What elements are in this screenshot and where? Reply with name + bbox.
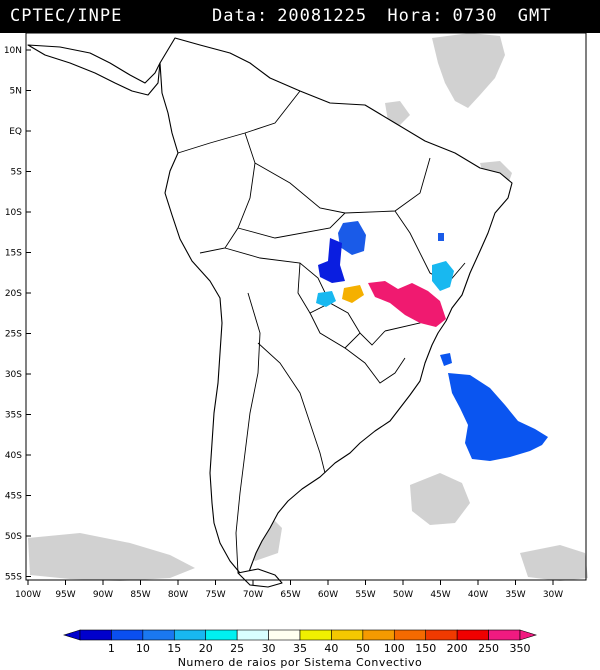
legend-swatch [362,629,395,641]
tierra-del-fuego [237,568,283,588]
legend-tick-label: 40 [324,642,338,655]
storm-bolivia-west [318,238,345,283]
continent-outline [27,37,513,588]
lightning-map: 10N5NEQ5S10S15S20S25S30S35S40S45S50S55S … [4,33,588,600]
lon-label: 55W [355,590,375,600]
legend-swatch [456,629,489,641]
legend-swatch [173,629,207,641]
legend-swatch [393,629,427,641]
storm-paraguay [342,285,364,303]
storm-mato-grosso [338,221,366,255]
lat-label: 25S [5,330,22,340]
lon-label: 90W [93,590,113,600]
lon-label: 80W [168,590,188,600]
legend-swatch [268,629,301,641]
lat-label: 35S [5,411,22,421]
legend-tick-label: 250 [478,642,499,655]
map-frame [25,33,587,581]
lon-label: 35W [505,590,525,600]
legend-swatch [488,629,521,641]
legend-arrow-left [62,629,81,641]
legend-swatch [79,629,112,641]
legend-arrow-right [519,629,538,641]
legend-tick-label: 30 [262,642,276,655]
timestamp: Data: 20081225 Hora: 0730 GMT [212,6,560,26]
lon-label: 75W [205,590,225,600]
lat-label: 20S [5,289,22,299]
legend-tick-label: 15 [167,642,181,655]
map-header: CPTEC/INPE Data: 20081225 Hora: 0730 GMT [0,0,600,33]
central-america-land [27,44,161,96]
lon-label: 60W [318,590,338,600]
lat-label: 10N [4,46,22,56]
color-legend: 1 10 15 20 25 30 35 40 50 100 150 200 250 350 Numero … [60,626,540,670]
lat-label: 30S [5,370,22,380]
lon-label: 70W [243,590,263,600]
source-label: CPTEC/INPE [10,6,123,26]
legend-title: Numero de raios por Sistema Convectivo [177,656,423,669]
legend-swatch [111,629,144,641]
storm-atlantic-small [440,353,452,366]
lat-label: 50S [5,532,22,542]
legend-tick-label: 100 [384,642,405,655]
lat-label: 55S [5,573,22,583]
legend-swatch [205,629,238,641]
lightning-clusters [316,221,548,461]
storm-minas [432,261,454,291]
timezone-label: GMT [517,6,552,26]
legend-tick-label: 150 [415,642,436,655]
hour-value: 0730 [452,6,498,26]
storm-sao-paulo [368,281,446,327]
lat-label: 10S [5,208,22,218]
latitude-labels: 10N 5N EQ 5S 10S 15S 20S 25S 30S 35S 40S 45S 50S 55S [4,46,31,583]
lat-label: EQ [9,127,22,137]
lat-label: 5N [10,87,22,97]
lon-label: 50W [393,590,413,600]
south-america-land [159,37,513,582]
legend-tick-label: 350 [510,642,531,655]
storm-atlantic [448,373,548,461]
legend-tick-label: 10 [136,642,150,655]
legend-tick-label: 25 [230,642,244,655]
lon-label: 95W [55,590,75,600]
country-borders [177,90,466,574]
legend-tick-label: 1 [108,642,115,655]
lon-label: 40W [468,590,488,600]
legend-colorbar: 1 10 15 20 25 30 35 40 50 100 150 200 250 350 [62,629,538,655]
lon-label: 85W [130,590,150,600]
legend-swatch [142,629,175,641]
lat-label: 40S [5,451,22,461]
legend-swatch [236,629,269,641]
legend-swatch [425,629,458,641]
lon-label: 100W [15,590,41,600]
storm-chaco [316,291,336,307]
storm-goias [438,233,444,241]
legend-tick-label: 50 [356,642,370,655]
lat-label: 15S [5,249,22,259]
legend-tick-label: 20 [199,642,213,655]
hour-label: Hora: [387,6,444,26]
legend-swatch [331,629,364,641]
date-label: Data: [212,6,269,26]
legend-swatch [299,629,332,641]
lon-label: 65W [280,590,300,600]
lat-label: 5S [11,168,23,178]
lat-label: 45S [5,492,22,502]
legend-tick-label: 200 [447,642,468,655]
longitude-labels: 100W 95W 90W 85W 80W 75W 70W 65W 60W 55W 50W 45W 40W… [15,580,563,600]
legend-tick-label: 35 [293,642,307,655]
date-value: 20081225 [277,6,368,26]
lon-label: 30W [543,590,563,600]
lon-label: 45W [430,590,450,600]
